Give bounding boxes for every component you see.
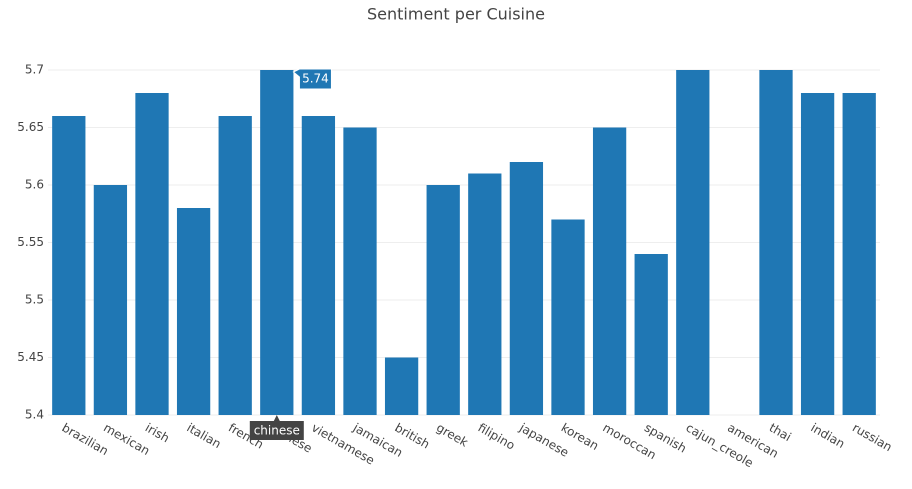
x-tick-label: irish [143,421,172,446]
bar [384,357,419,415]
x-tick-label: indian [808,421,847,452]
bar [135,93,169,415]
x-tick-label: thai [767,421,794,445]
y-tick-label: 5.45 [17,350,44,364]
hover-category-box [249,415,304,440]
y-tick-label: 5.55 [17,235,44,249]
bars [52,70,876,415]
hover-value-box [292,68,332,90]
bar [676,70,710,415]
bar [551,219,585,415]
bar [343,127,377,415]
bar [260,70,294,415]
hover-value: 5.74 [302,72,329,86]
x-tick-label: greek [434,421,470,450]
x-tick-label: russian [850,421,895,455]
bar [93,185,128,415]
y-tick-label: 5.5 [25,293,44,307]
y-tick-label: 5.7 [25,63,44,77]
grid [48,69,880,416]
bar [634,254,668,415]
bar [52,116,86,415]
x-tick-label: italian [184,421,223,452]
y-tick-label: 5.65 [17,120,44,134]
bar [800,93,835,415]
hover-category: chinese [254,424,300,438]
bar [176,208,211,415]
bar [759,70,793,415]
chart-title: Sentiment per Cuisine [367,5,545,24]
bar [426,185,460,415]
bar [468,173,502,415]
y-tick-label: 5.4 [25,408,44,422]
x-tick-label: brazilian [60,421,111,459]
bar [509,162,544,415]
x-tick-label: filipino [476,421,518,453]
bar [592,127,627,415]
bar [842,93,876,415]
hover: 5.74 chinese [249,68,332,440]
y-tick-label: 5.6 [25,178,44,192]
x-tick-label: mexican [101,421,152,459]
bar [218,116,252,415]
bar [301,116,336,415]
